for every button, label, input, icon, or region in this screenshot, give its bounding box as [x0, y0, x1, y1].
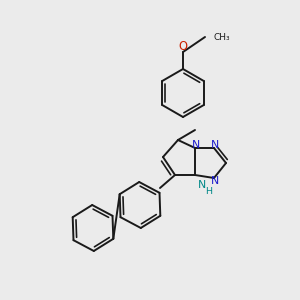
Text: N: N	[198, 180, 206, 190]
Text: CH₃: CH₃	[213, 32, 230, 41]
Text: N: N	[211, 176, 219, 186]
Text: N: N	[211, 140, 219, 150]
Text: N: N	[192, 140, 200, 150]
Text: O: O	[178, 40, 188, 53]
Text: H: H	[206, 187, 212, 196]
